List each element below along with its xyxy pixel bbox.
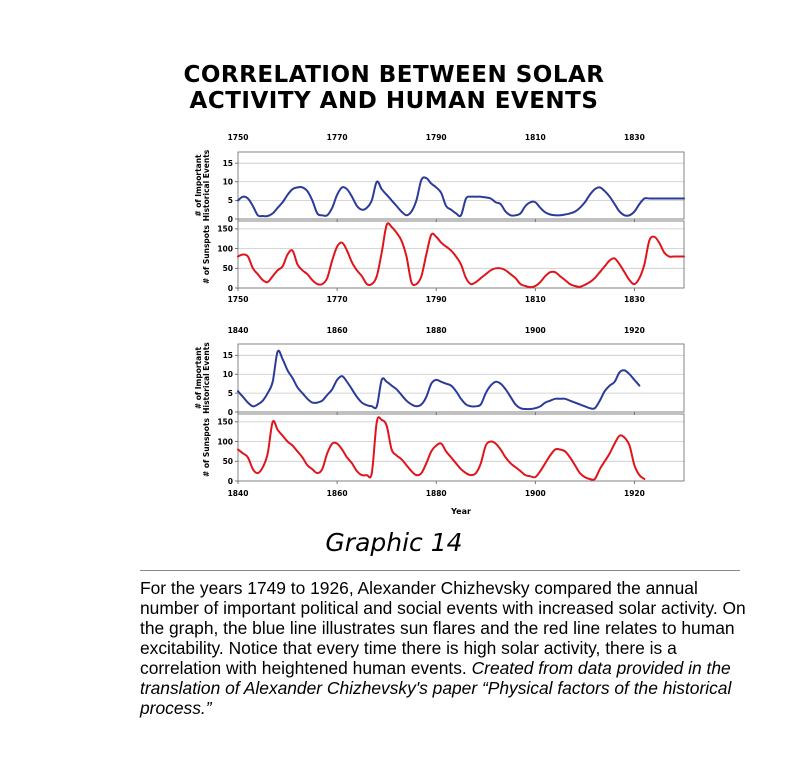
chart-title: CORRELATION BETWEEN SOLAR ACTIVITY AND H… xyxy=(0,62,788,114)
x-tick-label-bottom: 1770 xyxy=(327,295,348,304)
y-tick-label: 150 xyxy=(217,225,233,234)
y-axis-label-line-2: Historical Events xyxy=(202,342,211,414)
y-tick-label: 0 xyxy=(228,215,233,224)
sunspots-series-line xyxy=(237,416,646,481)
x-tick-label-top: 1810 xyxy=(525,133,546,142)
x-tick-label-top: 1770 xyxy=(327,133,348,142)
x-tick-label-bottom: 1830 xyxy=(624,295,645,304)
x-tick-label-bottom: 1860 xyxy=(327,489,348,498)
y-tick-label: 15 xyxy=(223,351,233,360)
x-tick-label-top: 1920 xyxy=(624,326,645,335)
x-tick-label-bottom: 1840 xyxy=(228,489,249,498)
panel-frame xyxy=(237,343,685,413)
title-line-2: ACTIVITY AND HUMAN EVENTS xyxy=(189,88,599,114)
y-tick-label: 0 xyxy=(228,477,233,486)
y-tick-label: 150 xyxy=(217,418,233,427)
charts-canvas: 1750 1750 1770 1770 1790 1790 1810 1810 1830 1830… xyxy=(194,133,685,516)
x-tick-label-top: 1860 xyxy=(327,326,348,335)
x-tick-label-top: 1750 xyxy=(228,133,249,142)
x-tick-label-top: 1830 xyxy=(624,133,645,142)
x-tick-label-bottom: 1810 xyxy=(525,295,546,304)
graphic-label: Graphic 14 xyxy=(325,528,463,557)
events-series-line xyxy=(237,176,685,218)
y-axis-label-line-2: Historical Events xyxy=(202,149,211,221)
x-tick-label-top: 1880 xyxy=(426,326,447,335)
x-tick-label-bottom: 1880 xyxy=(426,489,447,498)
panel-frame xyxy=(237,413,685,482)
x-tick-label-bottom: 1750 xyxy=(228,295,249,304)
y-tick-label: 100 xyxy=(217,244,233,253)
sunspots-series-line xyxy=(237,222,685,289)
title-line-1: CORRELATION BETWEEN SOLAR xyxy=(183,62,605,88)
x-tick-label-bottom: 1920 xyxy=(624,489,645,498)
x-axis-label: Year xyxy=(450,507,471,516)
caption: For the years 1749 to 1926, Alexander Ch… xyxy=(140,578,746,718)
x-tick-label-top: 1790 xyxy=(426,133,447,142)
y-tick-label: 0 xyxy=(228,408,233,417)
y-tick-label: 15 xyxy=(223,159,233,168)
caption-italic: Created from data provided in the transl… xyxy=(140,658,732,718)
y-tick-label: 5 xyxy=(228,389,233,398)
x-tick-label-bottom: 1790 xyxy=(426,295,447,304)
caption-text: For the years 1749 to 1926, Alexander Ch… xyxy=(140,578,746,678)
x-tick-label-top: 1900 xyxy=(525,326,546,335)
panel-frame xyxy=(237,151,685,220)
events-series-line xyxy=(237,349,641,411)
y-tick-label: 5 xyxy=(228,196,233,205)
y-tick-label: 10 xyxy=(223,178,233,187)
y-tick-label: 100 xyxy=(217,437,233,446)
panel-frame xyxy=(237,220,685,289)
x-tick-label-bottom: 1900 xyxy=(525,489,546,498)
y-tick-label: 50 xyxy=(223,457,233,466)
divider xyxy=(140,570,740,571)
y-axis-label: # of Sunspots xyxy=(202,417,211,477)
y-tick-label: 10 xyxy=(223,370,233,379)
y-tick-label: 50 xyxy=(223,264,233,273)
y-axis-label-line-1: # of Important xyxy=(194,154,203,217)
y-axis-label-line-1: # of Important xyxy=(194,346,203,409)
y-tick-label: 0 xyxy=(228,284,233,293)
y-axis-label: # of Sunspots xyxy=(202,224,211,284)
x-tick-label-top: 1840 xyxy=(228,326,249,335)
